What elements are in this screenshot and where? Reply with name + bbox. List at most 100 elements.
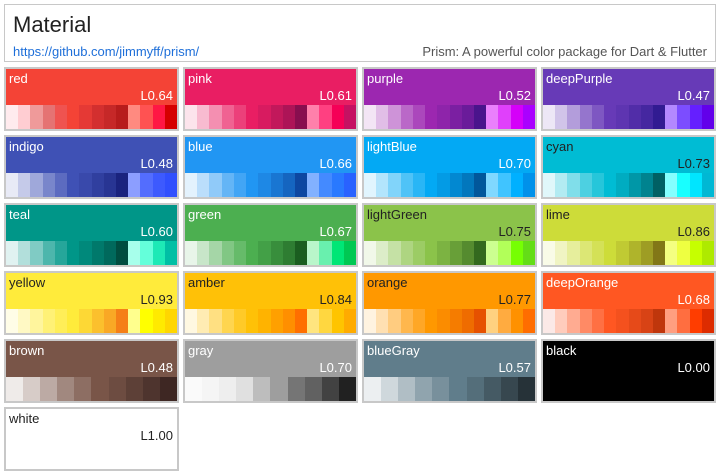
color-swatch	[258, 241, 271, 265]
color-swatch	[567, 173, 580, 197]
color-swatch	[461, 241, 474, 265]
palette-name: yellow	[9, 275, 46, 290]
color-swatch	[304, 377, 322, 401]
color-swatch	[486, 173, 499, 197]
color-swatch	[437, 309, 450, 333]
color-swatch	[628, 309, 641, 333]
color-swatch	[79, 241, 92, 265]
color-swatch	[486, 241, 499, 265]
palette-luminance: L0.47	[677, 88, 710, 103]
color-swatch	[258, 173, 271, 197]
color-swatch	[640, 309, 653, 333]
color-swatch	[701, 309, 714, 333]
color-swatch	[18, 105, 31, 129]
color-swatch	[591, 309, 605, 333]
palette-luminance: L0.66	[319, 156, 352, 171]
color-swatch	[197, 105, 210, 129]
color-swatch	[555, 241, 568, 265]
color-swatch	[91, 309, 104, 333]
color-swatch	[412, 173, 426, 197]
color-swatch	[543, 241, 556, 265]
color-swatch	[510, 173, 523, 197]
color-swatch	[30, 173, 43, 197]
color-swatch	[616, 173, 629, 197]
swatch-strip	[364, 309, 535, 333]
swatch-strip	[364, 241, 535, 265]
palette-luminance: L0.77	[498, 292, 531, 307]
github-link[interactable]: https://github.com/jimmyff/prism/	[13, 44, 200, 59]
swatch-strip	[543, 309, 714, 333]
palette-name: lightGreen	[367, 207, 427, 222]
color-swatch	[543, 105, 556, 129]
swatch-strip	[364, 105, 535, 129]
color-swatch	[294, 309, 308, 333]
color-swatch	[307, 309, 320, 333]
color-swatch	[473, 241, 487, 265]
color-swatch	[185, 173, 198, 197]
color-swatch	[319, 309, 332, 333]
color-swatch	[159, 377, 177, 401]
color-swatch	[128, 309, 141, 333]
color-swatch	[364, 241, 377, 265]
color-swatch	[665, 241, 678, 265]
color-swatch	[449, 105, 462, 129]
color-swatch	[152, 241, 165, 265]
color-swatch	[498, 173, 511, 197]
swatch-strip	[185, 377, 356, 401]
color-swatch	[197, 309, 210, 333]
color-swatch	[209, 173, 222, 197]
palette-name: lightBlue	[367, 139, 417, 154]
color-swatch	[6, 377, 24, 401]
color-swatch	[185, 309, 198, 333]
color-swatch	[628, 241, 641, 265]
color-swatch	[567, 105, 580, 129]
color-swatch	[236, 377, 254, 401]
color-swatch	[140, 309, 153, 333]
palette-name: green	[188, 207, 222, 222]
color-swatch	[30, 309, 43, 333]
color-swatch	[152, 309, 165, 333]
palette-luminance: L0.60	[140, 224, 173, 239]
color-swatch	[258, 105, 271, 129]
color-swatch	[425, 173, 438, 197]
palette-luminance: L0.48	[140, 156, 173, 171]
color-swatch	[209, 241, 222, 265]
color-swatch	[652, 173, 666, 197]
color-swatch	[425, 241, 438, 265]
color-swatch	[555, 105, 568, 129]
color-swatch	[689, 105, 702, 129]
palette-name: pink	[188, 71, 212, 86]
color-swatch	[376, 105, 389, 129]
color-swatch	[42, 173, 55, 197]
color-swatch	[185, 241, 198, 265]
color-swatch	[376, 241, 389, 265]
color-swatch	[579, 241, 592, 265]
palette-luminance: L0.48	[140, 360, 173, 375]
color-swatch	[376, 173, 389, 197]
palette-name: deepOrange	[546, 275, 619, 290]
color-swatch	[567, 241, 580, 265]
color-swatch	[294, 241, 308, 265]
color-swatch	[510, 309, 523, 333]
color-swatch	[701, 241, 714, 265]
color-swatch	[652, 241, 666, 265]
color-swatch	[6, 173, 19, 197]
color-swatch	[91, 173, 104, 197]
color-swatch	[233, 173, 247, 197]
color-swatch	[500, 377, 518, 401]
color-swatch	[307, 241, 320, 265]
palette-card-white: white L1.00	[4, 407, 179, 471]
color-swatch	[616, 309, 629, 333]
color-swatch	[67, 241, 80, 265]
color-swatch	[6, 241, 19, 265]
palette-name: cyan	[546, 139, 574, 154]
palette-card-blue: blue L0.66	[183, 135, 358, 199]
color-swatch	[486, 105, 499, 129]
color-swatch	[604, 309, 617, 333]
color-swatch	[42, 309, 55, 333]
color-swatch	[67, 105, 80, 129]
color-swatch	[412, 241, 426, 265]
color-swatch	[246, 241, 259, 265]
color-swatch	[91, 377, 109, 401]
color-swatch	[294, 105, 308, 129]
